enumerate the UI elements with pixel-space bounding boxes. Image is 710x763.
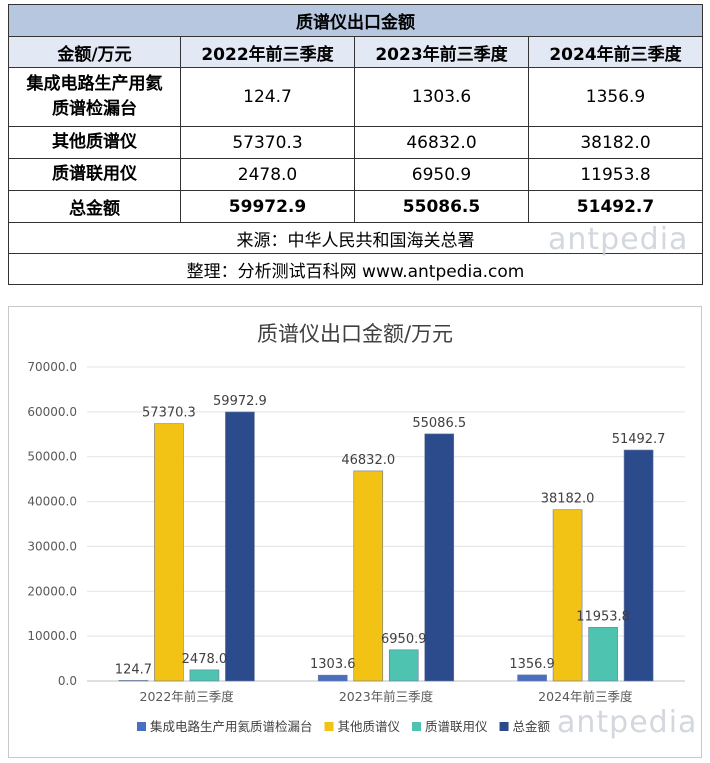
compiled-row: 整理：分析测试百科网 www.antpedia.com xyxy=(8,253,703,285)
row-label-line: 集成电路生产用氦 xyxy=(26,74,163,94)
bar xyxy=(552,509,583,682)
bar xyxy=(353,470,384,682)
data-label: 55086.5 xyxy=(412,416,466,431)
bar xyxy=(623,449,654,682)
legend-label: 集成电路生产用氦质谱检漏台 xyxy=(150,719,313,734)
antpedia-watermark-chart: antpedia xyxy=(557,705,698,740)
table-row: 集成电路生产用氦 质谱检漏台 124.7 1303.6 1356.9 xyxy=(8,67,703,127)
bar-chart-panel: 质谱仪出口金额/万元 0.0 10000.0 20000.0 30000.0 40000… xyxy=(8,306,702,758)
data-label: 124.7 xyxy=(115,662,152,677)
bar xyxy=(317,674,348,682)
legend-swatch xyxy=(137,722,146,731)
data-label: 38182.0 xyxy=(541,492,595,507)
table-row: 质谱联用仪 2478.0 6950.9 11953.8 xyxy=(8,158,703,191)
total-cell: 59972.9 xyxy=(180,190,355,223)
data-label: 57370.3 xyxy=(142,406,196,421)
y-tick-label: 20000.0 xyxy=(27,584,77,598)
data-label: 1356.9 xyxy=(509,657,555,672)
table-cell: 46832.0 xyxy=(354,126,529,159)
x-tick-label: 2023年前三季度 xyxy=(339,689,434,704)
data-label: 6950.9 xyxy=(381,632,427,647)
bar xyxy=(517,674,547,682)
table-title: 质谱仪出口金额 xyxy=(8,4,703,37)
bar xyxy=(189,669,220,682)
y-tick-label: 30000.0 xyxy=(27,539,77,553)
data-label: 59972.9 xyxy=(213,394,267,409)
row-label: 质谱联用仪 xyxy=(8,158,181,191)
table-cell: 38182.0 xyxy=(528,126,703,159)
data-label: 2478.0 xyxy=(182,652,228,667)
gridlines xyxy=(87,366,685,682)
data-label: 1303.6 xyxy=(310,657,356,672)
header-2022: 2022年前三季度 xyxy=(180,36,355,68)
table-cell: 1356.9 xyxy=(528,67,703,127)
bars xyxy=(118,411,654,682)
legend-label: 其他质谱仪 xyxy=(338,719,401,734)
data-label: 46832.0 xyxy=(341,453,395,468)
export-table-section: 质谱仪出口金额 金额/万元 2022年前三季度 2023年前三季度 2024年前… xyxy=(8,4,703,285)
table-cell: 2478.0 xyxy=(180,158,355,191)
bar xyxy=(118,680,149,682)
legend-label: 质谱联用仪 xyxy=(425,719,488,734)
total-cell: 51492.7 xyxy=(528,190,703,223)
y-tick-label: 10000.0 xyxy=(27,629,77,643)
row-label-line: 质谱检漏台 xyxy=(52,99,137,119)
header-2024: 2024年前三季度 xyxy=(528,36,703,68)
row-label: 集成电路生产用氦 质谱检漏台 xyxy=(8,67,181,127)
legend-swatch xyxy=(412,722,422,731)
table-header-row: 金额/万元 2022年前三季度 2023年前三季度 2024年前三季度 xyxy=(8,36,703,68)
y-tick-label: 50000.0 xyxy=(27,450,77,464)
x-tick-label: 2024年前三季度 xyxy=(538,689,633,704)
y-tick-label: 40000.0 xyxy=(27,495,77,509)
total-row: 总金额 59972.9 55086.5 51492.7 xyxy=(8,190,703,223)
chart-title: 质谱仪出口金额/万元 xyxy=(257,322,453,346)
x-tick-label: 2022年前三季度 xyxy=(140,689,235,704)
bar xyxy=(588,627,618,682)
bar xyxy=(424,433,455,682)
data-labels: 124.7 57370.3 2478.0 59972.9 1303.6 46832.0 69… xyxy=(115,394,666,677)
header-unit: 金额/万元 xyxy=(8,36,181,68)
total-cell: 55086.5 xyxy=(354,190,529,223)
table-row: 其他质谱仪 57370.3 46832.0 38182.0 xyxy=(8,126,703,159)
total-label: 总金额 xyxy=(8,190,181,223)
bar xyxy=(225,411,255,682)
legend: 集成电路生产用氦质谱检漏台 其他质谱仪 质谱联用仪 总金额 xyxy=(137,719,551,734)
x-axis: 2022年前三季度 2023年前三季度 2024年前三季度 xyxy=(140,689,633,704)
header-2023: 2023年前三季度 xyxy=(354,36,529,68)
export-table: 质谱仪出口金额 金额/万元 2022年前三季度 2023年前三季度 2024年前… xyxy=(8,4,703,285)
row-label: 其他质谱仪 xyxy=(8,126,181,159)
table-cell: 124.7 xyxy=(180,67,355,127)
data-label: 11953.8 xyxy=(576,609,630,624)
antpedia-watermark: antpedia xyxy=(548,222,689,257)
y-tick-label: 0.0 xyxy=(58,674,77,688)
table-cell: 1303.6 xyxy=(354,67,529,127)
legend-swatch xyxy=(499,722,509,731)
y-tick-label: 70000.0 xyxy=(27,360,77,374)
table-cell: 57370.3 xyxy=(180,126,355,159)
table-cell: 11953.8 xyxy=(528,158,703,191)
table-cell: 6950.9 xyxy=(354,158,529,191)
y-axis: 0.0 10000.0 20000.0 30000.0 40000.0 50000.0 60… xyxy=(27,360,77,688)
compiled-text: 整理：分析测试百科网 www.antpedia.com xyxy=(8,253,703,285)
y-tick-label: 60000.0 xyxy=(27,405,77,419)
legend-swatch xyxy=(324,722,334,731)
bar xyxy=(154,423,184,682)
bar-chart: 质谱仪出口金额/万元 0.0 10000.0 20000.0 30000.0 40000… xyxy=(27,322,685,734)
bar xyxy=(388,649,419,682)
legend-label: 总金额 xyxy=(513,719,551,734)
data-label: 51492.7 xyxy=(612,432,666,447)
